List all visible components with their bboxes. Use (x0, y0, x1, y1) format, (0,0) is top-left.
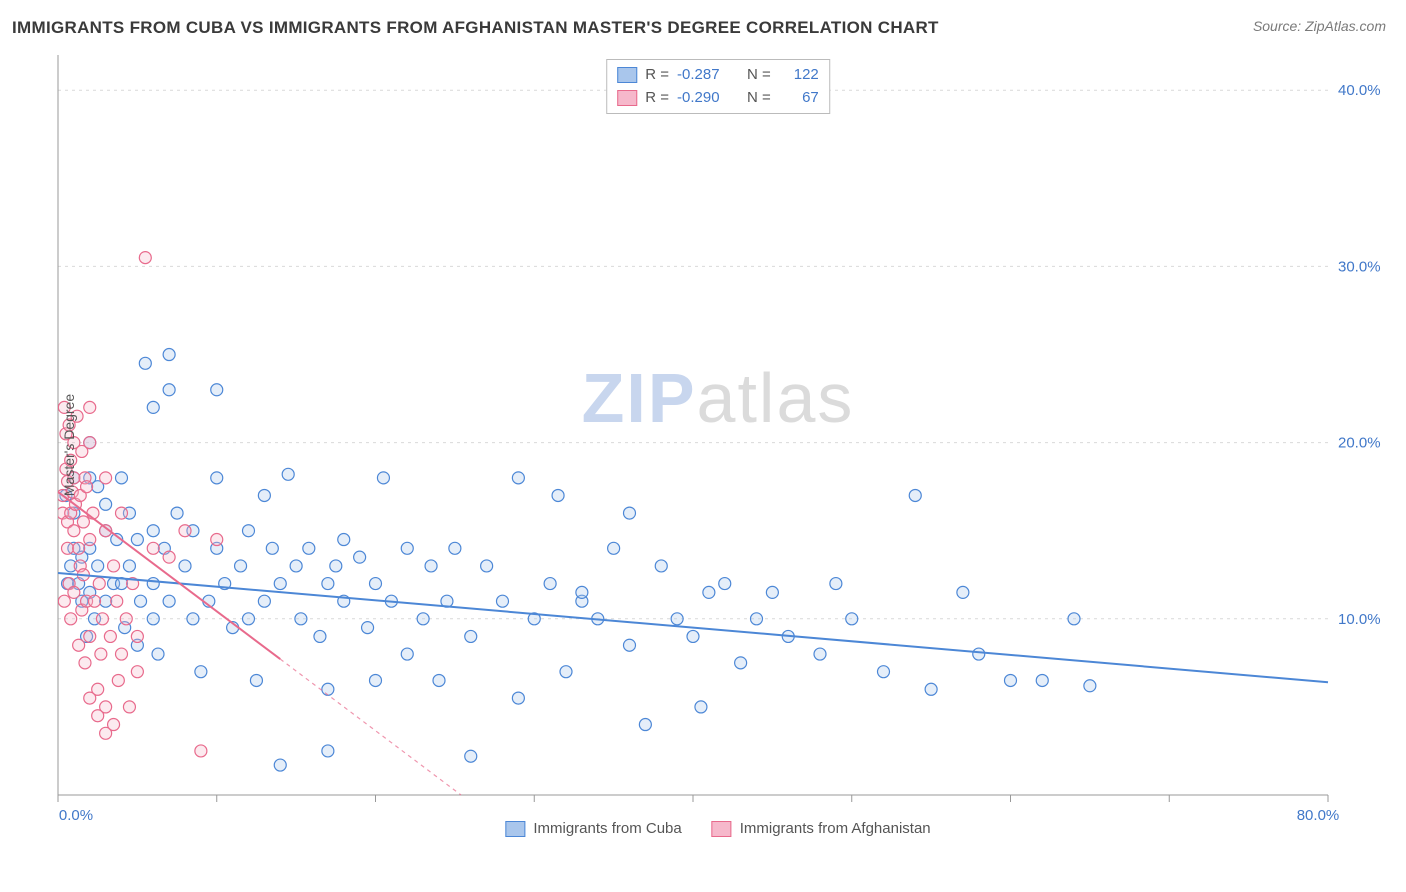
legend-item-cuba: Immigrants from Cuba (505, 820, 681, 837)
source-name: ZipAtlas.com (1305, 18, 1386, 34)
n-label: N = (747, 64, 771, 87)
source-credit: Source: ZipAtlas.com (1253, 18, 1386, 34)
r-label: R = (645, 64, 669, 87)
svg-text:80.0%: 80.0% (1297, 807, 1340, 824)
legend-label-afghanistan: Immigrants from Afghanistan (740, 820, 931, 837)
n-value-cuba: 122 (779, 64, 819, 87)
r-label: R = (645, 87, 669, 110)
n-label: N = (747, 87, 771, 110)
svg-text:20.0%: 20.0% (1338, 435, 1381, 452)
chart-title: IMMIGRANTS FROM CUBA VS IMMIGRANTS FROM … (12, 18, 939, 38)
r-value-afghanistan: -0.290 (677, 87, 739, 110)
y-axis-label: Master's Degree (61, 394, 77, 496)
swatch-cuba (617, 67, 637, 83)
swatch-cuba (505, 821, 525, 837)
legend-row-cuba: R = -0.287 N = 122 (617, 64, 819, 87)
legend-label-cuba: Immigrants from Cuba (533, 820, 681, 837)
n-value-afghanistan: 67 (779, 87, 819, 110)
svg-text:30.0%: 30.0% (1338, 258, 1381, 275)
plot-area: ZIPatlas Master's Degree 10.0%20.0%30.0%… (48, 55, 1388, 835)
scatter-plot: 10.0% 20.0% 30.0% 40.0% 0.0% 80.0% (48, 55, 1388, 835)
legend-item-afghanistan: Immigrants from Afghanistan (712, 820, 931, 837)
legend-correlation-box: R = -0.287 N = 122 R = -0.290 N = 67 (606, 59, 830, 114)
source-prefix: Source: (1253, 18, 1305, 34)
legend-row-afghanistan: R = -0.290 N = 67 (617, 87, 819, 110)
svg-text:10.0%: 10.0% (1338, 611, 1381, 628)
svg-text:0.0%: 0.0% (59, 807, 93, 824)
r-value-cuba: -0.287 (677, 64, 739, 87)
legend-series: Immigrants from Cuba Immigrants from Afg… (505, 820, 930, 837)
svg-text:40.0%: 40.0% (1338, 82, 1381, 99)
swatch-afghanistan (617, 90, 637, 106)
swatch-afghanistan (712, 821, 732, 837)
